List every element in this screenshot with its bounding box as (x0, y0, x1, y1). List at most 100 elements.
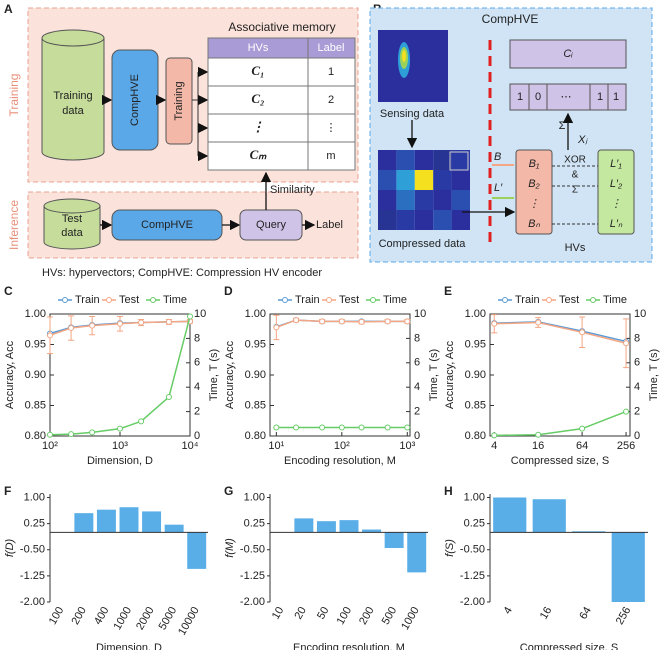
legend-marker (326, 297, 332, 303)
legend-marker (150, 297, 156, 303)
y-tick-label: 0.25 (24, 518, 45, 530)
node-label: data (62, 105, 84, 117)
panel-letter: H (444, 484, 453, 498)
heatmap-cell (396, 170, 415, 190)
point (491, 320, 498, 327)
bit: 0 (535, 91, 541, 103)
y-tick-label: -2.00 (20, 596, 45, 608)
y-tick-label: -0.50 (20, 544, 45, 556)
y2-axis-title: Time, T (s) (428, 349, 440, 401)
y-tick-label: 0.85 (465, 399, 486, 411)
y-axis-title: Accuracy, Acc (224, 340, 236, 409)
panel-letter: E (444, 284, 452, 298)
heatmap-cell (451, 210, 470, 230)
cylinder (43, 198, 101, 250)
node-label: Training (173, 81, 185, 120)
point (319, 424, 326, 431)
y-tick-label: -2.00 (460, 596, 485, 608)
point (273, 424, 280, 431)
y-tick-label: 0.25 (244, 518, 265, 530)
table-cell: ⋮ (326, 122, 337, 134)
memory-title: Associative memory (228, 20, 335, 34)
point (338, 424, 345, 431)
x-tick-label: 4 (491, 440, 497, 452)
node-label: CompHVE (129, 74, 141, 126)
point (491, 432, 498, 439)
y-axis-title: f(M) (224, 538, 236, 558)
point (384, 318, 391, 325)
y-tick-label: 0.90 (245, 369, 266, 381)
heatmap-cell (451, 190, 470, 210)
y-tick-label: 0.80 (465, 430, 486, 442)
op-label: XOR (564, 155, 586, 166)
x-axis-title: Compressed size, S (511, 455, 609, 467)
charts: C 0.80 0.85 0.90 0.95 1.00 0 2 4 6 8 10 10² 10³ 10⁴ Dim… (4, 284, 660, 654)
y2-tick-label: 6 (634, 357, 640, 369)
point (138, 418, 145, 425)
bar (407, 532, 427, 573)
point (358, 424, 365, 431)
plot-frame (269, 313, 411, 437)
x-tick-label: 10000 (176, 605, 202, 637)
x-tick-label: 64 (576, 440, 588, 452)
point (623, 340, 630, 347)
legend-label: Test (559, 294, 579, 306)
y-tick-label: 0.85 (25, 399, 46, 411)
y-tick-label: 0.85 (245, 399, 266, 411)
heatmap-cell (451, 170, 470, 190)
op-label: Σ (559, 120, 566, 132)
table-cell: C₁ (251, 63, 264, 78)
class-hv (509, 39, 627, 69)
y-tick-label: 0.90 (25, 369, 46, 381)
point (117, 320, 123, 327)
legend-label: Test (339, 294, 359, 306)
y2-tick-label: 0 (414, 430, 420, 442)
y2-tick-label: 10 (634, 308, 646, 320)
y2-tick-label: 10 (194, 308, 206, 320)
group-label: HVs (565, 242, 586, 254)
y2-tick-label: 0 (634, 430, 640, 442)
legend-label: Train (295, 294, 320, 306)
bar (362, 529, 382, 533)
hv-item: L′₁ (610, 158, 622, 170)
point (89, 429, 96, 436)
bar (142, 511, 162, 533)
y2-tick-label: 2 (414, 406, 420, 418)
point (623, 408, 630, 415)
legend-marker (282, 297, 288, 303)
heatmap-cell (433, 170, 452, 190)
y-tick-label: 0.95 (465, 338, 486, 350)
bar (294, 518, 314, 533)
y-tick-label: 0.90 (465, 369, 486, 381)
legend-marker (62, 297, 68, 303)
point (187, 313, 193, 320)
point (404, 318, 411, 325)
panel-b: B CompHVE Sensing data Compressed data C… (369, 2, 653, 263)
point (535, 431, 542, 438)
y-tick-label: 1.00 (465, 308, 486, 320)
legend-label: Time (383, 294, 407, 306)
y-tick-label: 1.00 (24, 491, 45, 503)
hv-item: L′ₙ (610, 218, 623, 230)
x-tick-label: 100 (47, 605, 67, 627)
bar (119, 507, 139, 533)
heatmap-cell (378, 210, 397, 230)
heatmap-cell (414, 170, 434, 190)
point (358, 318, 365, 325)
heatmap-cell (396, 210, 415, 230)
x-tick-label: 400 (92, 605, 112, 627)
x-axis-title: Encoding resolution, M (293, 642, 405, 650)
point (319, 318, 326, 325)
y-tick-label: 0.95 (245, 338, 266, 350)
op-label: & (572, 170, 579, 181)
x-tick-label: 200 (69, 605, 89, 627)
bar (339, 520, 359, 533)
x-tick-label: 16 (538, 605, 555, 622)
point (293, 424, 300, 431)
y-tick-label: 1.00 (244, 491, 265, 503)
heatmap-cell (433, 150, 452, 170)
bit: 1 (517, 91, 523, 103)
op-label: Xⱼ (577, 134, 588, 146)
point (579, 425, 586, 432)
panel-letter: C (4, 284, 13, 298)
